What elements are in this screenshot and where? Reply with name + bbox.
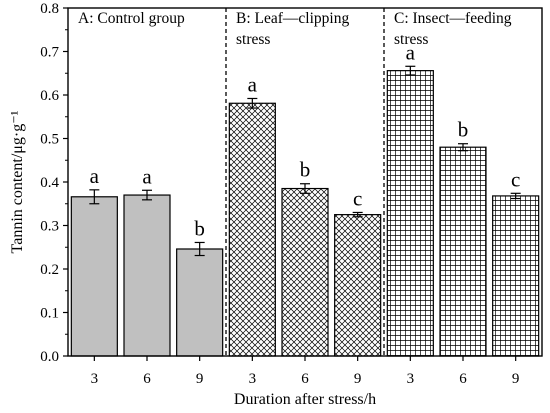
bar-b-6h bbox=[281, 187, 329, 357]
significance-letter: b bbox=[458, 118, 469, 142]
error-bar-b-3h bbox=[247, 97, 258, 109]
bar-c-3h bbox=[386, 70, 434, 357]
significance-letter: b bbox=[300, 158, 311, 182]
y-tick-label: 0.2 bbox=[40, 262, 59, 278]
error-bar-c-3h bbox=[405, 65, 416, 76]
bar-a-6h bbox=[123, 194, 171, 357]
x-tick-label: 9 bbox=[512, 371, 520, 387]
significance-letter: a bbox=[248, 72, 258, 96]
error-bar-c-6h bbox=[458, 143, 468, 152]
panel-title-b: B: Leaf—clipping bbox=[236, 10, 349, 27]
panel-title-c: C: Insect—feeding bbox=[394, 10, 512, 27]
significance-letter: a bbox=[142, 164, 152, 188]
y-axis-title: Tannin content/μg·g⁻¹ bbox=[9, 110, 26, 253]
bar-c-6h bbox=[439, 146, 487, 357]
error-bar-a-3h bbox=[89, 189, 100, 205]
bar-b-9h bbox=[334, 214, 382, 357]
significance-letter: c bbox=[511, 167, 520, 191]
x-tick-label: 9 bbox=[354, 371, 362, 387]
x-tick-label: 6 bbox=[301, 371, 309, 387]
significance-letter: a bbox=[406, 40, 416, 64]
y-tick-label: 0.5 bbox=[40, 132, 59, 148]
bars-layer bbox=[70, 65, 540, 357]
y-tick-label: 0.3 bbox=[40, 219, 59, 235]
bar-c-9h bbox=[492, 195, 540, 357]
y-tick-label: 0.0 bbox=[40, 349, 59, 365]
y-tick-label: 0.7 bbox=[40, 45, 59, 61]
error-bar-c-9h bbox=[510, 192, 521, 200]
panel-title-b: stress bbox=[236, 31, 270, 48]
y-tick-label: 0.1 bbox=[40, 306, 59, 322]
x-tick-label: 6 bbox=[143, 371, 151, 387]
x-tick-label: 3 bbox=[407, 371, 415, 387]
labels-layer: a 3 a 6 b 9 A: Control group a 3 b 6 c 9 B: Leaf—clip… bbox=[9, 1, 520, 408]
bar-a-9h bbox=[176, 248, 224, 357]
error-bar-a-6h bbox=[142, 189, 152, 201]
x-tick-label: 3 bbox=[249, 371, 257, 387]
panel-title-a: A: Control group bbox=[78, 10, 185, 27]
y-tick-label: 0.4 bbox=[40, 175, 59, 191]
x-tick-label: 3 bbox=[91, 371, 99, 387]
x-tick-label: 6 bbox=[459, 371, 467, 387]
x-tick-label: 9 bbox=[196, 371, 204, 387]
panel-title-c: stress bbox=[394, 31, 428, 48]
x-axis-title: Duration after stress/h bbox=[234, 391, 376, 408]
significance-letter: a bbox=[90, 164, 100, 188]
error-bar-b-6h bbox=[300, 183, 310, 194]
bar-a-3h bbox=[70, 196, 118, 357]
error-bar-b-9h bbox=[352, 211, 363, 218]
error-bar-a-9h bbox=[194, 241, 205, 257]
y-tick-label: 0.8 bbox=[40, 1, 59, 17]
y-tick-label: 0.6 bbox=[40, 88, 59, 104]
bar-b-3h bbox=[228, 102, 276, 357]
axes-layer bbox=[63, 7, 543, 361]
significance-letter: b bbox=[194, 216, 205, 240]
significance-letter: c bbox=[353, 186, 362, 210]
